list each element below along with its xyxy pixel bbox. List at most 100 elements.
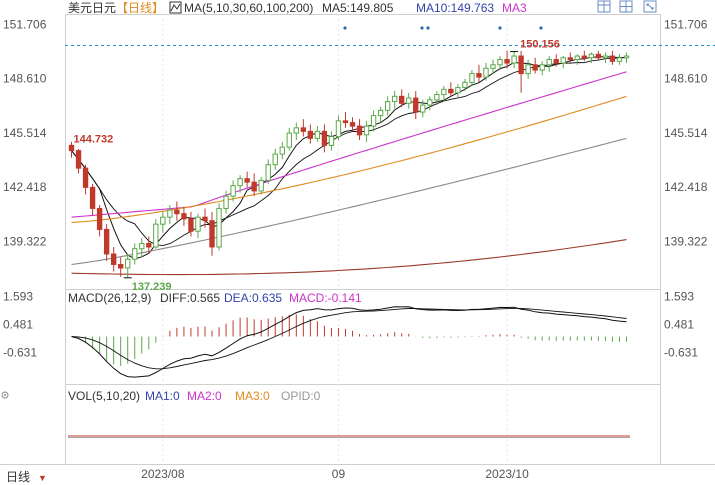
candle[interactable] [300,119,307,137]
period-tab-dropdown-icon[interactable]: ▼ [38,473,47,483]
candle[interactable] [581,50,588,62]
candle[interactable] [595,50,602,60]
candle[interactable] [511,51,517,69]
candle[interactable] [160,211,166,233]
candle[interactable] [272,148,278,170]
candle[interactable] [532,57,538,74]
layout-icon[interactable] [597,0,611,13]
event-marker[interactable] [343,26,347,30]
candle[interactable] [68,141,75,158]
event-marker[interactable] [539,26,543,30]
event-marker[interactable] [420,26,424,30]
candle[interactable] [462,78,468,92]
candle[interactable] [518,50,524,93]
candle[interactable] [237,175,243,193]
candle[interactable] [139,238,145,258]
candle[interactable] [258,176,264,195]
candle[interactable] [574,54,580,65]
candle[interactable] [230,180,236,202]
candle[interactable] [216,203,222,251]
macd-tick-label-right: 0.481 [664,317,694,331]
candle[interactable] [96,204,103,237]
candle[interactable] [476,64,482,83]
candle[interactable] [448,82,454,97]
candle[interactable] [363,120,370,142]
candle[interactable] [82,164,89,195]
candle[interactable] [406,92,412,109]
grid-icon[interactable] [619,0,633,13]
candle[interactable] [546,56,552,72]
candle[interactable] [293,122,299,141]
candle[interactable] [125,253,131,278]
candle[interactable] [553,54,559,67]
maximize-icon[interactable] [643,0,657,13]
candle[interactable] [188,211,194,237]
candle[interactable] [223,190,229,214]
candle[interactable] [483,63,489,81]
candle[interactable] [609,50,616,65]
vol-ma1: MA1:0 [145,389,180,403]
candle[interactable] [391,91,398,109]
candle[interactable] [455,84,461,99]
candle[interactable] [342,112,349,128]
candle[interactable] [321,124,328,153]
candle[interactable] [567,52,573,64]
candle[interactable] [399,89,405,107]
macd-dea: DEA:0.635 [224,291,282,305]
candle[interactable] [110,246,117,272]
candle[interactable] [181,206,187,226]
candle[interactable] [413,91,419,120]
candle[interactable] [616,54,623,65]
candle[interactable] [75,148,82,174]
candle[interactable] [335,115,342,141]
event-marker[interactable] [498,26,502,30]
candle[interactable] [202,208,208,228]
candle[interactable] [195,213,201,239]
candle[interactable] [602,52,609,64]
settings-dot-icon[interactable] [1,391,9,399]
candle[interactable] [349,117,356,132]
candle[interactable] [356,119,363,141]
candle[interactable] [560,56,566,69]
candle[interactable] [209,211,215,256]
candle[interactable] [370,110,377,132]
candle[interactable] [132,243,138,265]
candle[interactable] [279,141,285,160]
candle[interactable] [286,127,292,151]
vol-ma2: MA2:0 [187,389,222,403]
candle[interactable] [420,99,426,118]
candle[interactable] [588,52,595,64]
volume-panel[interactable] [65,384,661,465]
ma3-label: MA3 [502,1,527,15]
macd-panel[interactable] [65,289,661,385]
candle[interactable] [89,183,96,216]
candle[interactable] [307,124,314,144]
candle[interactable] [497,56,503,71]
candle[interactable] [623,52,630,64]
candle[interactable] [490,59,496,74]
candle[interactable] [434,91,440,106]
candle[interactable] [244,171,250,188]
candle[interactable] [146,236,152,254]
event-markers[interactable] [343,26,543,30]
candle[interactable] [328,131,335,151]
candle[interactable] [441,85,447,102]
candle[interactable] [314,126,321,142]
candle[interactable] [504,50,510,69]
candle[interactable] [539,61,545,76]
candle[interactable] [251,173,257,197]
candle[interactable] [377,106,384,123]
candle[interactable] [384,96,391,116]
candle[interactable] [525,59,531,79]
candle[interactable] [153,218,159,249]
candle[interactable] [167,204,173,225]
candle[interactable] [103,224,110,261]
candle[interactable] [469,70,475,86]
candle[interactable] [118,257,124,277]
period-tab[interactable]: 日线 [6,470,30,484]
candle[interactable] [427,96,433,111]
candle[interactable] [265,159,271,184]
event-marker[interactable] [426,26,430,30]
candle[interactable] [174,201,180,221]
